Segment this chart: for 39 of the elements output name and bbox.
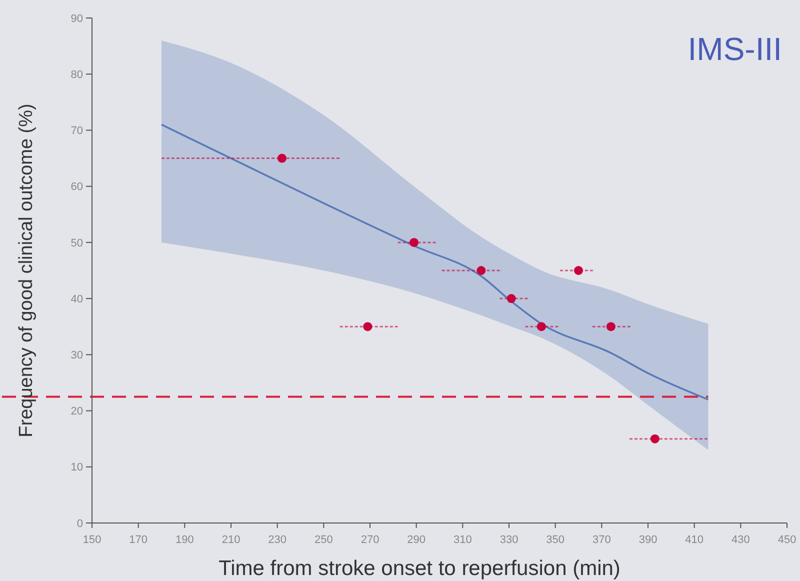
- point: [606, 322, 616, 332]
- y-tick-label: 30: [70, 350, 83, 362]
- x-tick-label: 370: [592, 534, 611, 546]
- point: [277, 154, 286, 163]
- point: [363, 322, 372, 332]
- point: [574, 266, 583, 275]
- x-tick-label: 310: [453, 534, 472, 546]
- point: [506, 294, 516, 304]
- x-tick-label: 210: [222, 534, 240, 546]
- x-axis-title: Time from stroke onset to reperfusion (min): [218, 557, 620, 580]
- x-tick-label: 330: [500, 534, 518, 546]
- y-tick-label: 20: [70, 406, 83, 418]
- y-axis-title: Frequency of good clinical outcome (%): [16, 104, 37, 438]
- x-tick-label: 290: [407, 534, 426, 546]
- y-tick-label: 10: [70, 462, 83, 474]
- point: [650, 434, 660, 444]
- y-tick-label: 80: [70, 68, 83, 81]
- x-tick-label: 430: [731, 534, 750, 546]
- y-tick-label: 60: [70, 181, 83, 194]
- point: [536, 322, 546, 332]
- x-tick-label: 250: [314, 534, 333, 546]
- x-tick-label: 450: [778, 534, 796, 546]
- x-tick-label: 150: [82, 534, 102, 546]
- chart-title: IMS-III: [688, 31, 782, 67]
- y-tick-label: 0: [76, 518, 83, 530]
- x-tick-label: 410: [685, 534, 704, 546]
- y-tick-label: 40: [70, 293, 83, 306]
- point: [410, 238, 419, 247]
- point: [476, 266, 486, 275]
- x-tick-label: 350: [546, 534, 565, 546]
- line-series: [160, 124, 710, 400]
- y-tick-label: 90: [70, 12, 83, 25]
- x-tick-label: 190: [175, 534, 194, 546]
- x-tick-label: 390: [638, 534, 658, 546]
- x-tick-label: 230: [268, 534, 287, 546]
- y-tick-label: 50: [70, 237, 83, 250]
- y-tick-label: 70: [70, 125, 83, 138]
- x-tick-label: 270: [360, 534, 380, 546]
- x-tick-label: 170: [129, 534, 148, 546]
